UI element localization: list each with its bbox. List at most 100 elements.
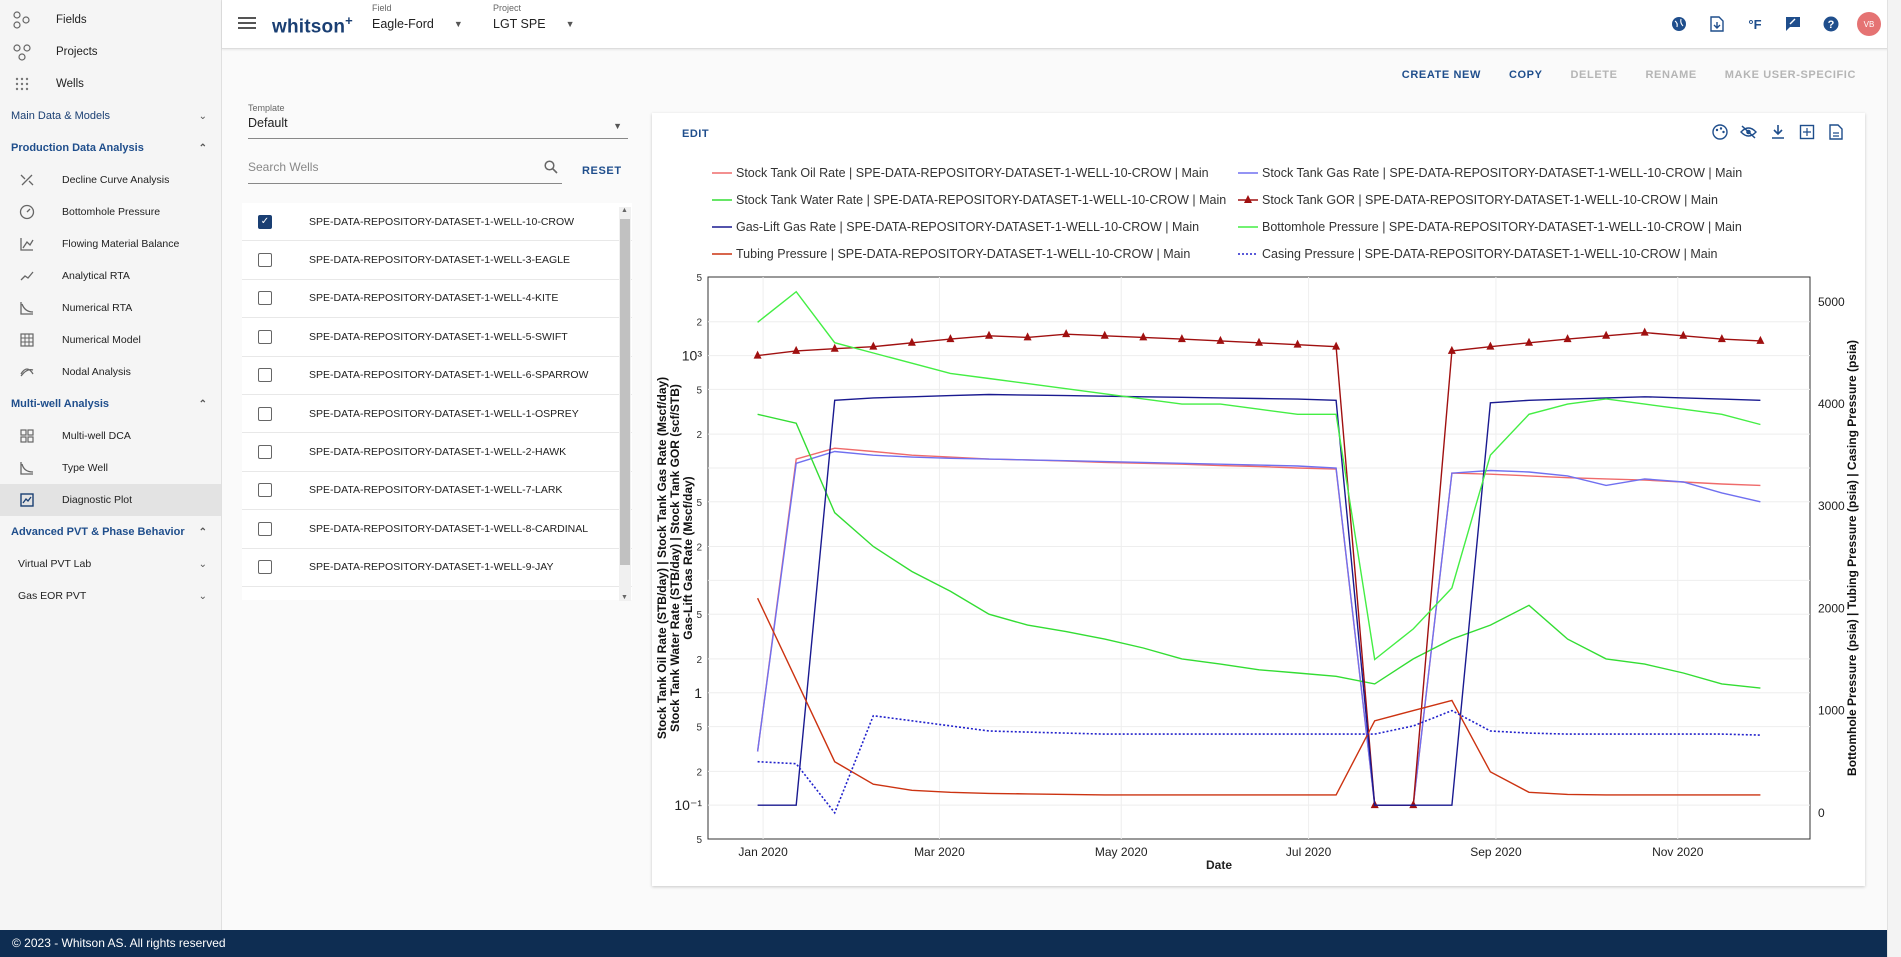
dropdown-arrow-icon: ▼	[613, 121, 622, 131]
export-file-icon[interactable]	[1826, 122, 1845, 141]
well-row[interactable]: SPE-DATA-REPOSITORY-DATASET-1-WELL-9-JAY	[242, 549, 632, 587]
well-row[interactable]: SPE-DATA-REPOSITORY-DATASET-1-WELL-8-CAR…	[242, 510, 632, 549]
sidebar-item-wells[interactable]: Wells	[0, 68, 221, 100]
well-row[interactable]: SPE-DATA-REPOSITORY-DATASET-1-WELL-6-SPA…	[242, 357, 632, 395]
field-label: Field	[372, 3, 392, 13]
globe-icon[interactable]	[1667, 12, 1691, 36]
grid-icon	[18, 331, 36, 349]
checkbox[interactable]	[258, 521, 272, 536]
legend-entry: Casing Pressure | SPE-DATA-REPOSITORY-DA…	[1262, 247, 1717, 261]
checkbox-checked[interactable]: ✓	[258, 214, 272, 229]
sidebar-item-flowing-material-balance[interactable]: Flowing Material Balance	[0, 228, 221, 260]
visibility-off-icon[interactable]	[1739, 122, 1758, 141]
make-user-specific-button[interactable]: MAKE USER-SPECIFIC	[1724, 69, 1856, 81]
gor-marker	[1409, 800, 1418, 809]
section-label: Main Data & Models	[11, 110, 111, 122]
legend-marker	[1244, 195, 1252, 203]
legend-entry: Stock Tank Gas Rate | SPE-DATA-REPOSITOR…	[1262, 166, 1742, 180]
checkbox[interactable]	[258, 329, 272, 344]
sidebar-item-projects[interactable]: Projects	[0, 36, 221, 68]
gor-marker	[1139, 332, 1148, 341]
sidebar-item-nodal-analysis[interactable]: Nodal Analysis	[0, 356, 221, 388]
projects-icon	[12, 42, 32, 62]
section-label: Multi-well Analysis	[11, 398, 110, 410]
page-scrollbar[interactable]	[1887, 0, 1901, 957]
gor-marker	[753, 350, 762, 359]
gor-marker	[1717, 334, 1726, 343]
diagnostic-plot-card: EDIT Stock Tank Oil Rate | SPE-DATA-REPO…	[652, 113, 1865, 886]
dropdown-arrow-icon: ▼	[565, 19, 575, 29]
delete-button[interactable]: DELETE	[1570, 69, 1618, 81]
sidebar-item-bottomhole-pressure[interactable]: Bottomhole Pressure	[0, 196, 221, 228]
sidebar-item-fields[interactable]: Fields	[0, 4, 221, 36]
scroll-down-icon[interactable]: ▼	[621, 594, 628, 601]
sidebar-item-decline-curve-analysis[interactable]: Decline Curve Analysis	[0, 164, 221, 196]
search-icon[interactable]	[544, 160, 558, 177]
scrollbar-thumb[interactable]	[620, 219, 630, 565]
template-select[interactable]: Template Default ▼	[248, 103, 628, 139]
download-icon[interactable]	[1768, 122, 1787, 141]
checkbox[interactable]	[258, 253, 272, 268]
well-row[interactable]: SPE-DATA-REPOSITORY-DATASET-1-WELL-2-HAW…	[242, 433, 632, 472]
section-multi-well-analysis[interactable]: Multi-well Analysis ⌃	[0, 388, 221, 420]
section-advanced-pvt[interactable]: Advanced PVT & Phase Behavior ⌃	[0, 516, 221, 548]
reset-button[interactable]: RESET	[582, 165, 622, 177]
x-tick-label: May 2020	[1095, 845, 1148, 859]
checkbox[interactable]	[258, 368, 272, 383]
well-row[interactable]: SPE-DATA-REPOSITORY-DATASET-1-WELL-4-KIT…	[242, 280, 632, 319]
checkbox[interactable]	[258, 483, 272, 498]
logo[interactable]: whitson+	[272, 13, 353, 38]
edit-chart-button[interactable]: EDIT	[682, 128, 710, 140]
sidebar-item-analytical-rta[interactable]: Analytical RTA	[0, 260, 221, 292]
feedback-icon[interactable]	[1781, 12, 1805, 36]
diagnostic-chart[interactable]: Stock Tank Oil Rate | SPE-DATA-REPOSITOR…	[652, 113, 1865, 886]
help-icon[interactable]: ?	[1819, 12, 1843, 36]
rename-button[interactable]: RENAME	[1645, 69, 1697, 81]
fullscreen-icon[interactable]	[1797, 122, 1816, 141]
sidebar-item-label: Decline Curve Analysis	[62, 174, 170, 186]
sidebar-item-diagnostic-plot[interactable]: Diagnostic Plot	[0, 484, 221, 516]
gauge-icon	[18, 203, 36, 221]
palette-icon[interactable]	[1710, 122, 1729, 141]
section-main-data[interactable]: Main Data & Models ⌄	[0, 100, 221, 132]
sidebar-item-label: Fields	[56, 14, 87, 26]
checkbox[interactable]	[258, 291, 272, 306]
well-row[interactable]: SPE-DATA-REPOSITORY-DATASET-1-WELL-3-EAG…	[242, 241, 632, 280]
multiwell-icon	[18, 427, 36, 445]
y-left-minor-tick: 2	[696, 655, 702, 666]
gor-marker	[1756, 335, 1765, 344]
y-left-axis-label: Stock Tank Oil Rate (STB/day) | Stock Ta…	[655, 377, 669, 739]
copy-button[interactable]: COPY	[1508, 69, 1543, 81]
sidebar-item-numerical-model[interactable]: Numerical Model	[0, 324, 221, 356]
series-line	[757, 290, 1761, 661]
temperature-unit-icon[interactable]: °F	[1748, 16, 1762, 32]
y-right-tick-label: 4000	[1818, 397, 1845, 411]
scroll-up-icon[interactable]: ▲	[621, 207, 628, 214]
avatar[interactable]: VB	[1857, 12, 1881, 36]
sidebar-item-virtual-pvt-lab[interactable]: Virtual PVT Lab ⌄	[0, 548, 221, 580]
y-left-tick-label: 1	[694, 685, 702, 701]
file-download-icon[interactable]	[1705, 12, 1729, 36]
sidebar-item-numerical-rta[interactable]: Numerical RTA	[0, 292, 221, 324]
section-production-data-analysis[interactable]: Production Data Analysis ⌃	[0, 132, 221, 164]
well-row[interactable]: SPE-DATA-REPOSITORY-DATASET-1-WELL-7-LAR…	[242, 472, 632, 511]
well-row[interactable]: SPE-DATA-REPOSITORY-DATASET-1-WELL-1-OSP…	[242, 395, 632, 434]
hamburger-menu-icon[interactable]	[238, 14, 256, 32]
checkbox[interactable]	[258, 406, 272, 421]
create-new-button[interactable]: CREATE NEW	[1401, 69, 1481, 81]
sidebar-item-type-well[interactable]: Type Well	[0, 452, 221, 484]
checkbox[interactable]	[258, 445, 272, 460]
x-tick-label: Nov 2020	[1652, 845, 1704, 859]
well-row[interactable]: SPE-DATA-REPOSITORY-DATASET-1-WELL-5-SWI…	[242, 318, 632, 357]
search-wells-input[interactable]: Search Wells	[248, 160, 562, 184]
sidebar-item-gas-eor-pvt[interactable]: Gas EOR PVT ⌄	[0, 580, 221, 612]
plot-frame	[707, 276, 1811, 840]
sidebar-item-multi-well-dca[interactable]: Multi-well DCA	[0, 420, 221, 452]
well-row[interactable]: ✓ SPE-DATA-REPOSITORY-DATASET-1-WELL-10-C…	[242, 203, 632, 242]
y-left-minor-tick: 2	[696, 543, 702, 554]
checkbox[interactable]	[258, 560, 272, 575]
project-selector[interactable]: Project LGT SPE ▼	[493, 3, 575, 31]
fields-icon	[12, 10, 32, 30]
well-list-scrollbar[interactable]: ▲ ▼	[619, 207, 631, 601]
field-selector[interactable]: Field Eagle-Ford ▼	[372, 3, 463, 31]
